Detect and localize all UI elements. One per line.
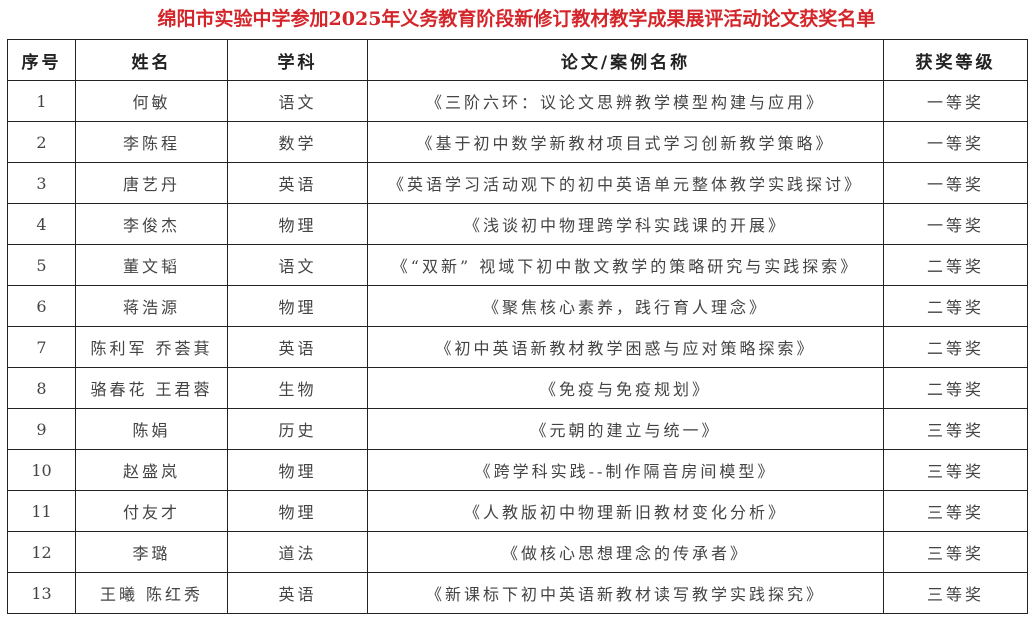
table-row: 3 唐艺丹 英语 《英语学习活动观下的初中英语单元整体教学实践探讨》 一等奖 <box>7 162 1028 204</box>
cell-subject: 英语 <box>227 162 368 204</box>
cell-subject: 数学 <box>227 121 368 163</box>
cell-subject: 语文 <box>227 80 368 122</box>
cell-subject: 物理 <box>227 449 368 491</box>
cell-award-level: 三等奖 <box>883 490 1028 532</box>
table-row: 6 蒋浩源 物理 《聚焦核心素养，践行育人理念》 二等奖 <box>7 285 1028 327</box>
cell-paper-title: 《新课标下初中英语新教材读写教学实践探究》 <box>367 572 884 614</box>
cell-name: 陈娟 <box>75 408 228 450</box>
cell-name: 王曦 陈红秀 <box>75 572 228 614</box>
header-paper-title: 论文/案例名称 <box>367 39 884 81</box>
cell-paper-title: 《初中英语新教材教学困惑与应对策略探索》 <box>367 326 884 368</box>
cell-paper-title: 《人教版初中物理新旧教材变化分析》 <box>367 490 884 532</box>
table-row: 8 骆春花 王君蓉 生物 《免疫与免疫规划》 二等奖 <box>7 367 1028 409</box>
cell-name: 李璐 <box>75 531 228 573</box>
table-row: 10 赵盛岚 物理 《跨学科实践--制作隔音房间模型》 三等奖 <box>7 449 1028 491</box>
cell-name: 唐艺丹 <box>75 162 228 204</box>
cell-paper-title: 《跨学科实践--制作隔音房间模型》 <box>367 449 884 491</box>
cell-award-level: 二等奖 <box>883 367 1028 409</box>
cell-index: 7 <box>7 326 76 368</box>
header-index: 序号 <box>7 39 76 81</box>
cell-paper-title: 《免疫与免疫规划》 <box>367 367 884 409</box>
cell-index: 3 <box>7 162 76 204</box>
cell-name: 骆春花 王君蓉 <box>75 367 228 409</box>
cell-subject: 历史 <box>227 408 368 450</box>
cell-index: 1 <box>7 80 76 122</box>
cell-paper-title: 《浅谈初中物理跨学科实践课的开展》 <box>367 203 884 245</box>
table-row: 12 李璐 道法 《做核心思想理念的传承者》 三等奖 <box>7 531 1028 573</box>
cell-paper-title: 《三阶六环：议论文思辨教学模型构建与应用》 <box>367 80 884 122</box>
cell-index: 13 <box>7 572 76 614</box>
table-header-row: 序号 姓名 学科 论文/案例名称 获奖等级 <box>7 39 1028 81</box>
cell-index: 4 <box>7 203 76 245</box>
cell-subject: 生物 <box>227 367 368 409</box>
cell-paper-title: 《做核心思想理念的传承者》 <box>367 531 884 573</box>
cell-name: 李陈程 <box>75 121 228 163</box>
header-name: 姓名 <box>75 39 228 81</box>
cell-subject: 语文 <box>227 244 368 286</box>
cell-award-level: 一等奖 <box>883 162 1028 204</box>
award-table: 序号 姓名 学科 论文/案例名称 获奖等级 1 何敏 语文 《三阶六环：议论文思辨教学… <box>7 39 1028 614</box>
cell-index: 2 <box>7 121 76 163</box>
cell-subject: 英语 <box>227 326 368 368</box>
header-award-level: 获奖等级 <box>883 39 1028 81</box>
cell-paper-title: 《基于初中数学新教材项目式学习创新教学策略》 <box>367 121 884 163</box>
cell-subject: 英语 <box>227 572 368 614</box>
cell-subject: 道法 <box>227 531 368 573</box>
cell-subject: 物理 <box>227 285 368 327</box>
cell-paper-title: 《元朝的建立与统一》 <box>367 408 884 450</box>
table-row: 5 董文韬 语文 《“双新” 视域下初中散文教学的策略研究与实践探索》 二等奖 <box>7 244 1028 286</box>
table-row: 13 王曦 陈红秀 英语 《新课标下初中英语新教材读写教学实践探究》 三等奖 <box>7 572 1028 614</box>
cell-award-level: 二等奖 <box>883 285 1028 327</box>
table-row: 2 李陈程 数学 《基于初中数学新教材项目式学习创新教学策略》 一等奖 <box>7 121 1028 163</box>
cell-name: 李俊杰 <box>75 203 228 245</box>
cell-index: 5 <box>7 244 76 286</box>
cell-award-level: 三等奖 <box>883 449 1028 491</box>
cell-award-level: 三等奖 <box>883 572 1028 614</box>
cell-name: 赵盛岚 <box>75 449 228 491</box>
cell-name: 陈利军 乔荟萁 <box>75 326 228 368</box>
cell-subject: 物理 <box>227 490 368 532</box>
cell-name: 蒋浩源 <box>75 285 228 327</box>
table-row: 9 陈娟 历史 《元朝的建立与统一》 三等奖 <box>7 408 1028 450</box>
cell-award-level: 一等奖 <box>883 203 1028 245</box>
cell-paper-title: 《聚焦核心素养，践行育人理念》 <box>367 285 884 327</box>
cell-subject: 物理 <box>227 203 368 245</box>
cell-index: 8 <box>7 367 76 409</box>
cell-name: 董文韬 <box>75 244 228 286</box>
cell-index: 11 <box>7 490 76 532</box>
document-title: 绵阳市实验中学参加2025年义务教育阶段新修订教材教学成果展评活动论文获奖名单 <box>157 8 876 30</box>
header-subject: 学科 <box>227 39 368 81</box>
cell-award-level: 二等奖 <box>883 326 1028 368</box>
table-row: 7 陈利军 乔荟萁 英语 《初中英语新教材教学困惑与应对策略探索》 二等奖 <box>7 326 1028 368</box>
table-row: 11 付友才 物理 《人教版初中物理新旧教材变化分析》 三等奖 <box>7 490 1028 532</box>
cell-award-level: 一等奖 <box>883 121 1028 163</box>
cell-name: 付友才 <box>75 490 228 532</box>
cell-paper-title: 《英语学习活动观下的初中英语单元整体教学实践探讨》 <box>367 162 884 204</box>
cell-index: 12 <box>7 531 76 573</box>
cell-award-level: 一等奖 <box>883 80 1028 122</box>
cell-index: 6 <box>7 285 76 327</box>
cell-award-level: 二等奖 <box>883 244 1028 286</box>
cell-name: 何敏 <box>75 80 228 122</box>
cell-index: 10 <box>7 449 76 491</box>
cell-award-level: 三等奖 <box>883 531 1028 573</box>
table-row: 1 何敏 语文 《三阶六环：议论文思辨教学模型构建与应用》 一等奖 <box>7 80 1028 122</box>
cell-award-level: 三等奖 <box>883 408 1028 450</box>
table-row: 4 李俊杰 物理 《浅谈初中物理跨学科实践课的开展》 一等奖 <box>7 203 1028 245</box>
cell-index: 9 <box>7 408 76 450</box>
cell-paper-title: 《“双新” 视域下初中散文教学的策略研究与实践探索》 <box>367 244 884 286</box>
